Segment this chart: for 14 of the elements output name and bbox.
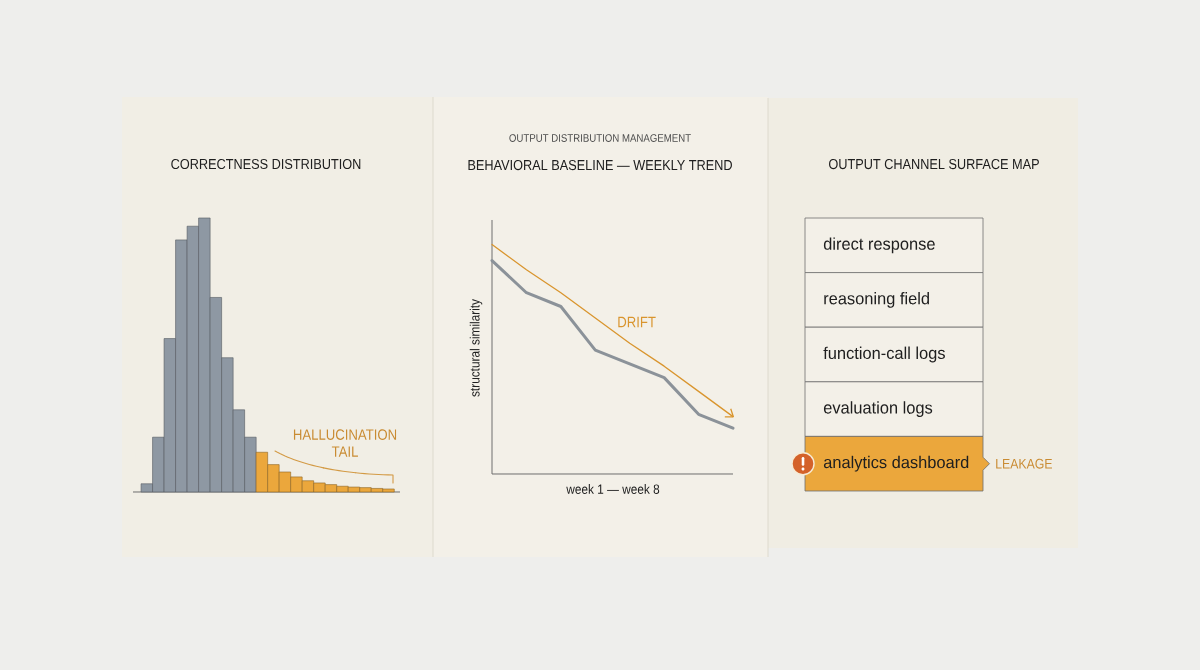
category-label: function-call logs	[823, 346, 945, 363]
x-axis-title: week 1 — week 8	[566, 484, 660, 494]
y-axis-title: structural similarity	[469, 299, 483, 397]
text: OUTPUT CHANNEL SURFACE MAP	[829, 158, 1039, 170]
category-label: reasoning field	[824, 292, 929, 308]
chart-title: CORRECTNESS DISTRIBUTION	[171, 158, 361, 170]
chart-title: BEHAVIORAL BASELINE — WEEKLY TREND	[468, 159, 732, 171]
category-label: evaluation logs	[823, 401, 933, 417]
text: OUTPUT DISTRIBUTION MANAGEMENT	[509, 134, 691, 142]
annotation: HALLUCINATION TAIL	[293, 429, 397, 457]
category-label: direct response	[823, 237, 935, 254]
series-label: DRIFT	[618, 316, 656, 328]
text: LEAKAGE	[996, 458, 1052, 469]
category-label: analytics dashboard	[823, 455, 969, 472]
